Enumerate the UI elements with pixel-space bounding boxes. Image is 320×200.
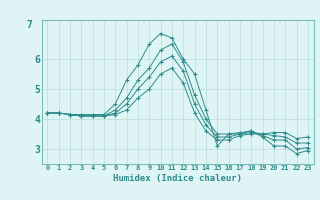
X-axis label: Humidex (Indice chaleur): Humidex (Indice chaleur)	[113, 174, 242, 183]
Text: 7: 7	[27, 20, 33, 29]
